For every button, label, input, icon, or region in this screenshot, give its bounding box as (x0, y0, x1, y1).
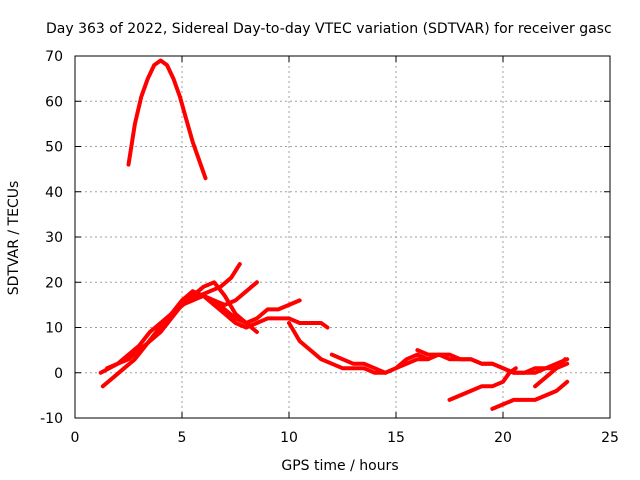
y-axis: -10 0 10 20 30 40 50 60 70 (40, 49, 610, 427)
series-line-arc-8 (287, 321, 431, 375)
x-tick-label: 15 (387, 430, 405, 446)
y-tick-label: 60 (45, 94, 63, 110)
y-tick-label: 0 (54, 366, 63, 382)
x-tick-label: 10 (280, 430, 298, 446)
x-tick-label: 25 (601, 430, 619, 446)
series-line-arc-13 (533, 357, 568, 389)
y-tick-label: 30 (45, 230, 63, 246)
series-line-arc-6 (190, 289, 302, 325)
series-line-arc-10 (415, 348, 570, 375)
series-line-arc-4 (105, 280, 259, 371)
y-tick-label: 20 (45, 275, 63, 291)
y-tick-label: -10 (40, 411, 63, 427)
y-tick-label: 40 (45, 185, 63, 201)
series-line-arc-7 (244, 316, 330, 330)
y-axis-label: SDTVAR / TECUs (6, 181, 22, 296)
x-tick-label: 5 (178, 430, 187, 446)
grid (75, 56, 610, 418)
series-line-arc-1 (126, 58, 208, 181)
chart-title: Day 363 of 2022, Sidereal Day-to-day VTE… (46, 21, 612, 37)
y-tick-label: 70 (45, 49, 63, 65)
series-line-arc-11 (447, 366, 518, 402)
series-group (98, 58, 570, 411)
x-tick-label: 20 (494, 430, 512, 446)
x-tick-label: 0 (71, 430, 80, 446)
y-tick-label: 10 (45, 321, 63, 337)
y-tick-label: 50 (45, 140, 63, 156)
series-line-arc-12 (490, 379, 570, 411)
x-axis-label: GPS time / hours (281, 458, 398, 474)
x-axis: 0 5 10 15 20 25 (71, 56, 619, 446)
